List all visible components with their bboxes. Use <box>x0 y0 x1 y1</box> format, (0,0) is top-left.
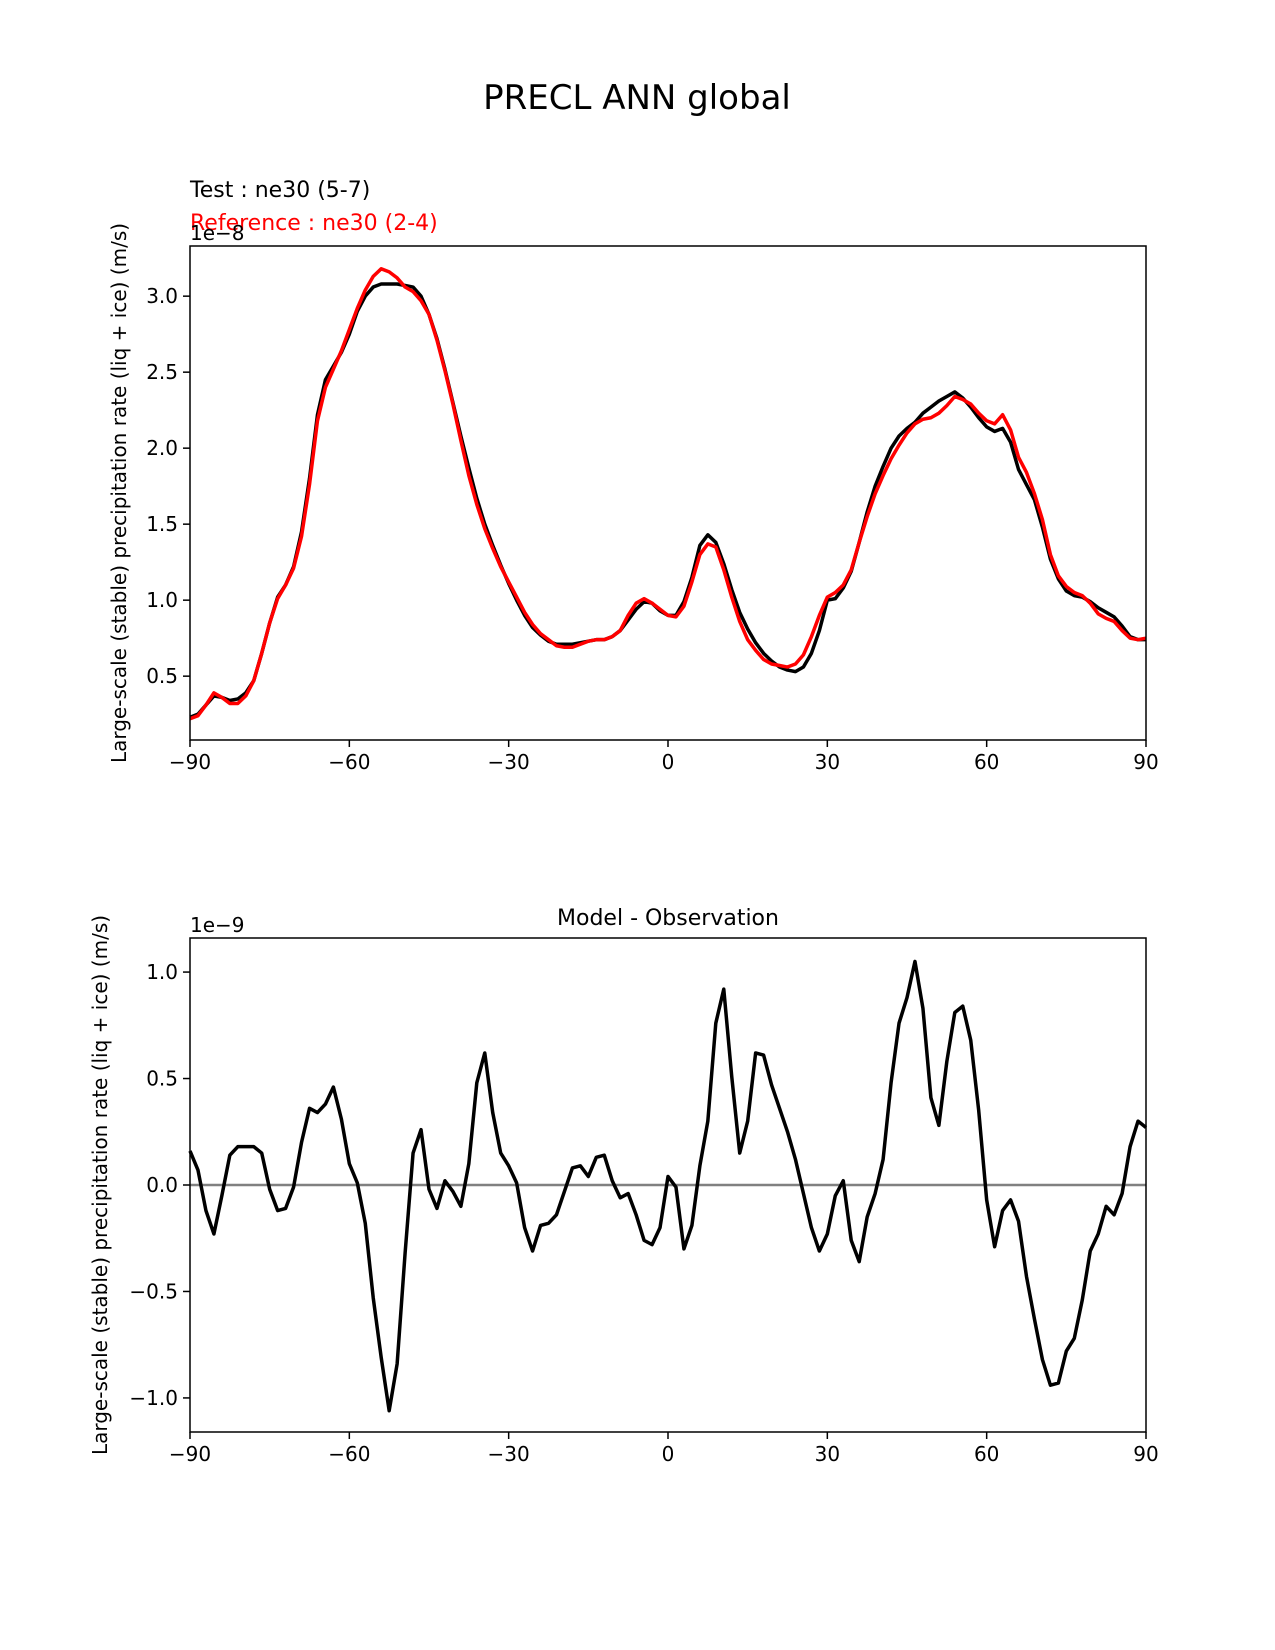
top-x-tick-label: −30 <box>488 750 530 774</box>
bottom-x-tick-label: 90 <box>1133 1442 1158 1466</box>
top-x-tick-label: 0 <box>662 750 675 774</box>
top-plot-frame <box>189 245 1147 741</box>
bottom-x-tick-label: −90 <box>169 1442 211 1466</box>
bottom-x-tick-label: 30 <box>815 1442 840 1466</box>
bottom-series-line-0 <box>188 959 1148 1413</box>
top-x-tick-label: −90 <box>169 750 211 774</box>
bottom-y-tick-label: −1.0 <box>129 1386 178 1410</box>
bottom-x-tick-label: 0 <box>662 1442 675 1466</box>
bottom-y-axis-label: Large-scale (stable) precipitation rate … <box>88 915 112 1455</box>
figure-title: PRECL ANN global <box>483 78 791 118</box>
top-y-axis-label: Large-scale (stable) precipitation rate … <box>107 223 131 763</box>
top-x-tick-label: 30 <box>815 750 840 774</box>
bottom-plot-frame <box>189 937 1147 1433</box>
reference-series-label: Reference : ne30 (2-4) <box>190 211 438 236</box>
bottom-line-chart: Model - Observation 1e−9 Large-scale (st… <box>88 906 1159 1466</box>
top-y-tick-label: 1.0 <box>146 588 178 612</box>
bottom-ticks-layer: −90 −60 −30 0 30 60 90 −1.0 −0.5 0.0 0.5 1.0 <box>129 960 1158 1466</box>
top-x-tick-label: 90 <box>1133 750 1158 774</box>
top-line-chart: Test : ne30 (5-7) Reference : ne30 (2-4)… <box>107 178 1159 774</box>
bottom-axis-offset-label: 1e−9 <box>190 913 245 937</box>
top-ticks-layer: −90 −60 −30 0 30 60 90 0.5 1.0 1.5 2.0 2.5 3.0 <box>146 284 1159 774</box>
bottom-x-tick-label: −30 <box>488 1442 530 1466</box>
top-x-tick-label: −60 <box>328 750 370 774</box>
top-y-tick-label: 3.0 <box>146 284 178 308</box>
top-x-tick-label: 60 <box>974 750 999 774</box>
top-series-layer <box>189 267 1147 721</box>
bottom-x-tick-label: −60 <box>328 1442 370 1466</box>
test-series-label: Test : ne30 (5-7) <box>189 178 370 203</box>
top-y-tick-label: 0.5 <box>146 664 178 688</box>
bottom-y-tick-label: 1.0 <box>146 960 178 984</box>
top-series-line-1 <box>189 267 1147 721</box>
bottom-y-tick-label: 0.0 <box>146 1173 178 1197</box>
top-y-tick-label: 2.5 <box>146 360 178 384</box>
bottom-series-layer <box>188 959 1148 1413</box>
bottom-chart-title: Model - Observation <box>557 906 779 931</box>
bottom-y-tick-label: 0.5 <box>146 1067 178 1091</box>
top-axis-offset-label: 1e−8 <box>190 221 245 245</box>
top-y-tick-label: 2.0 <box>146 436 178 460</box>
bottom-y-tick-label: −0.5 <box>129 1279 178 1303</box>
bottom-x-tick-label: 60 <box>974 1442 999 1466</box>
top-y-tick-label: 1.5 <box>146 512 178 536</box>
